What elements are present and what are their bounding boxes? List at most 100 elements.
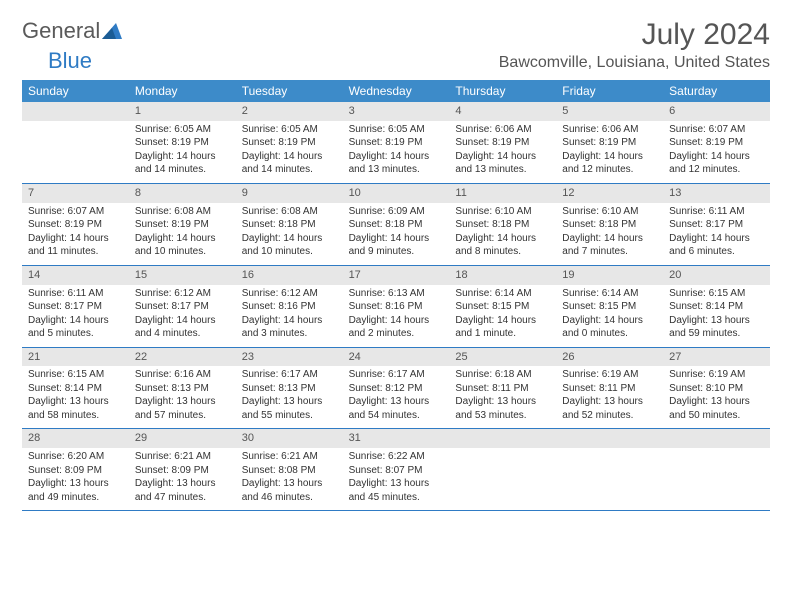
cell-body: Sunrise: 6:17 AMSunset: 8:13 PMDaylight:… <box>236 366 343 428</box>
day-number: 26 <box>556 348 663 367</box>
day-number: 15 <box>129 266 236 285</box>
cell-line: Sunrise: 6:11 AM <box>28 287 123 301</box>
cell-line: Daylight: 14 hours and 11 minutes. <box>28 232 123 259</box>
cell-body: Sunrise: 6:16 AMSunset: 8:13 PMDaylight:… <box>129 366 236 428</box>
day-number: 21 <box>22 348 129 367</box>
cell-line: Sunset: 8:17 PM <box>669 218 764 232</box>
cell-line: Sunset: 8:14 PM <box>669 300 764 314</box>
day-number: 25 <box>449 348 556 367</box>
cell-line: Sunset: 8:09 PM <box>28 464 123 478</box>
day-number: 3 <box>343 102 450 121</box>
cell-line: Daylight: 14 hours and 7 minutes. <box>562 232 657 259</box>
cell-body: Sunrise: 6:10 AMSunset: 8:18 PMDaylight:… <box>556 203 663 265</box>
cell-line: Daylight: 14 hours and 4 minutes. <box>135 314 230 341</box>
cell-line: Daylight: 13 hours and 47 minutes. <box>135 477 230 504</box>
day-number: 2 <box>236 102 343 121</box>
cell-line: Daylight: 13 hours and 58 minutes. <box>28 395 123 422</box>
weekday-wed: Wednesday <box>343 80 450 102</box>
cell-line: Sunset: 8:08 PM <box>242 464 337 478</box>
day-number <box>449 429 556 448</box>
cell-line: Daylight: 14 hours and 14 minutes. <box>242 150 337 177</box>
calendar-cell: 15Sunrise: 6:12 AMSunset: 8:17 PMDayligh… <box>129 266 236 347</box>
cell-line: Sunset: 8:13 PM <box>242 382 337 396</box>
day-number: 10 <box>343 184 450 203</box>
cell-line: Daylight: 13 hours and 49 minutes. <box>28 477 123 504</box>
calendar-cell: 28 Sunrise: 6:20 AMSunset: 8:09 PMDayligh… <box>22 429 129 510</box>
calendar-cell: 29Sunrise: 6:21 AMSunset: 8:09 PMDayligh… <box>129 429 236 510</box>
cell-line: Sunrise: 6:14 AM <box>455 287 550 301</box>
cell-body: Sunrise: 6:06 AMSunset: 8:19 PMDaylight:… <box>449 121 556 183</box>
cell-body: Sunrise: 6:11 AMSunset: 8:17 PMDaylight:… <box>663 203 770 265</box>
cell-line: Daylight: 13 hours and 57 minutes. <box>135 395 230 422</box>
cell-body: Sunrise: 6:18 AMSunset: 8:11 PMDaylight:… <box>449 366 556 428</box>
calendar-cell <box>449 429 556 510</box>
day-number: 29 <box>129 429 236 448</box>
calendar-cell: 4Sunrise: 6:06 AMSunset: 8:19 PMDaylight… <box>449 102 556 183</box>
cell-body: Sunrise: 6:13 AMSunset: 8:16 PMDaylight:… <box>343 285 450 347</box>
cell-line: Sunset: 8:11 PM <box>562 382 657 396</box>
cell-body: Sunrise: 6:05 AMSunset: 8:19 PMDaylight:… <box>343 121 450 183</box>
cell-line: Sunset: 8:15 PM <box>562 300 657 314</box>
day-number <box>22 102 129 121</box>
calendar-cell: 13Sunrise: 6:11 AMSunset: 8:17 PMDayligh… <box>663 184 770 265</box>
cell-line: Sunrise: 6:15 AM <box>28 368 123 382</box>
cell-body: Sunrise: 6:05 AMSunset: 8:19 PMDaylight:… <box>129 121 236 183</box>
week-row: 7Sunrise: 6:07 AMSunset: 8:19 PMDaylight… <box>22 184 770 266</box>
cell-line: Sunrise: 6:11 AM <box>669 205 764 219</box>
cell-body: Sunrise: 6:21 AMSunset: 8:08 PMDaylight:… <box>236 448 343 510</box>
cell-body: Sunrise: 6:14 AMSunset: 8:15 PMDaylight:… <box>556 285 663 347</box>
weekday-tue: Tuesday <box>236 80 343 102</box>
cell-line: Sunrise: 6:13 AM <box>349 287 444 301</box>
calendar-cell: 2Sunrise: 6:05 AMSunset: 8:19 PMDaylight… <box>236 102 343 183</box>
day-number: 23 <box>236 348 343 367</box>
cell-line: Sunrise: 6:21 AM <box>242 450 337 464</box>
calendar-cell: 22Sunrise: 6:16 AMSunset: 8:13 PMDayligh… <box>129 348 236 429</box>
cell-line: Daylight: 14 hours and 13 minutes. <box>455 150 550 177</box>
logo: General <box>22 18 122 44</box>
cell-body: Sunrise: 6:21 AMSunset: 8:09 PMDaylight:… <box>129 448 236 510</box>
cell-body: Sunrise: 6:12 AMSunset: 8:16 PMDaylight:… <box>236 285 343 347</box>
cell-line: Sunrise: 6:12 AM <box>242 287 337 301</box>
cell-body <box>22 121 129 129</box>
cell-line: Sunrise: 6:10 AM <box>455 205 550 219</box>
calendar-cell: 26Sunrise: 6:19 AMSunset: 8:11 PMDayligh… <box>556 348 663 429</box>
day-number: 9 <box>236 184 343 203</box>
calendar-cell: 10Sunrise: 6:09 AMSunset: 8:18 PMDayligh… <box>343 184 450 265</box>
day-number: 20 <box>663 266 770 285</box>
cell-body <box>556 448 663 456</box>
cell-line: Daylight: 14 hours and 12 minutes. <box>562 150 657 177</box>
cell-line: Sunset: 8:17 PM <box>135 300 230 314</box>
weekday-sun: Sunday <box>22 80 129 102</box>
cell-body <box>449 448 556 456</box>
calendar-cell: 27Sunrise: 6:19 AMSunset: 8:10 PMDayligh… <box>663 348 770 429</box>
calendar-cell: 31Sunrise: 6:22 AMSunset: 8:07 PMDayligh… <box>343 429 450 510</box>
cell-body: Sunrise: 6:12 AMSunset: 8:17 PMDaylight:… <box>129 285 236 347</box>
cell-line: Sunrise: 6:22 AM <box>349 450 444 464</box>
cell-line: Sunset: 8:19 PM <box>28 218 123 232</box>
week-row: 21Sunrise: 6:15 AMSunset: 8:14 PMDayligh… <box>22 348 770 430</box>
cell-body: Sunrise: 6:06 AMSunset: 8:19 PMDaylight:… <box>556 121 663 183</box>
day-number: 8 <box>129 184 236 203</box>
calendar-cell: 14Sunrise: 6:11 AMSunset: 8:17 PMDayligh… <box>22 266 129 347</box>
day-number: 28 <box>22 429 129 448</box>
day-number <box>663 429 770 448</box>
cell-line: Daylight: 14 hours and 8 minutes. <box>455 232 550 259</box>
day-number: 22 <box>129 348 236 367</box>
day-number: 27 <box>663 348 770 367</box>
cell-line: Sunset: 8:18 PM <box>562 218 657 232</box>
cell-line: Daylight: 14 hours and 0 minutes. <box>562 314 657 341</box>
calendar-cell: 6Sunrise: 6:07 AMSunset: 8:19 PMDaylight… <box>663 102 770 183</box>
logo-word2: Blue <box>48 48 92 80</box>
calendar-cell: 12Sunrise: 6:10 AMSunset: 8:18 PMDayligh… <box>556 184 663 265</box>
day-number <box>556 429 663 448</box>
cell-line: Daylight: 14 hours and 10 minutes. <box>135 232 230 259</box>
cell-line: Daylight: 13 hours and 45 minutes. <box>349 477 444 504</box>
calendar-cell: 23Sunrise: 6:17 AMSunset: 8:13 PMDayligh… <box>236 348 343 429</box>
cell-line: Sunrise: 6:20 AM <box>28 450 123 464</box>
cell-line: Daylight: 14 hours and 5 minutes. <box>28 314 123 341</box>
day-number: 14 <box>22 266 129 285</box>
calendar-cell: 20Sunrise: 6:15 AMSunset: 8:14 PMDayligh… <box>663 266 770 347</box>
cell-body: Sunrise: 6:09 AMSunset: 8:18 PMDaylight:… <box>343 203 450 265</box>
cell-line: Daylight: 13 hours and 55 minutes. <box>242 395 337 422</box>
cell-line: Sunrise: 6:05 AM <box>349 123 444 137</box>
